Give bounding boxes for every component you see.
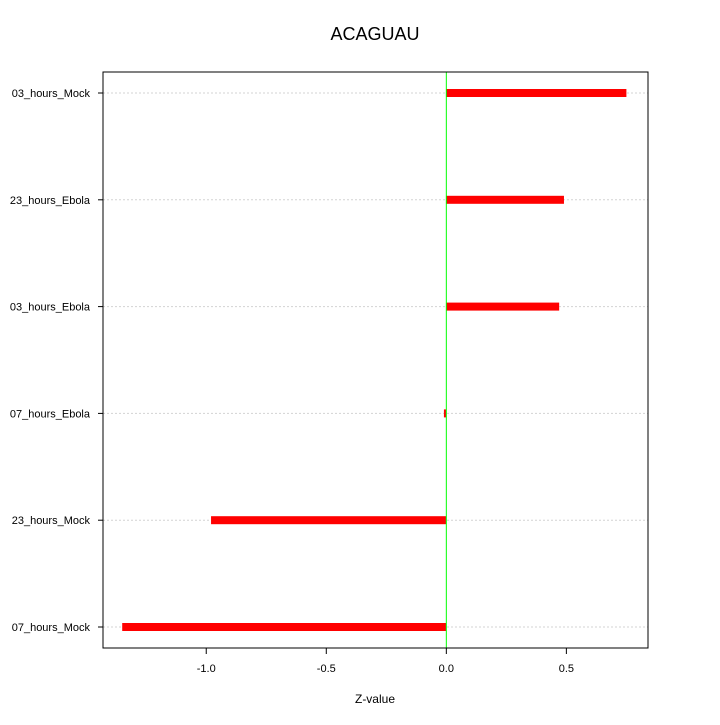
bar	[122, 623, 447, 631]
x-tick-label: -1.0	[197, 663, 216, 675]
bar	[446, 302, 560, 311]
y-tick-label: 03_hours_Mock	[12, 88, 91, 100]
plot-frame	[102, 71, 649, 649]
x-tick-label: 0.0	[439, 663, 454, 675]
x-tick-label: 0.5	[559, 663, 574, 675]
y-tick-label: 23_hours_Ebola	[10, 195, 91, 207]
y-tick-label: 07_hours_Ebola	[10, 408, 91, 420]
x-axis-label: Z-value	[355, 692, 395, 706]
bar	[211, 516, 447, 525]
bar	[446, 89, 627, 97]
chart-title: ACAGUAU	[330, 24, 419, 44]
y-tick-label: 07_hours_Mock	[12, 622, 91, 634]
x-tick-label: -0.5	[317, 663, 336, 675]
y-tick-label: 03_hours_Ebola	[10, 302, 91, 314]
bar	[443, 409, 447, 418]
y-tick-label: 23_hours_Mock	[12, 515, 91, 527]
bar	[446, 195, 564, 204]
